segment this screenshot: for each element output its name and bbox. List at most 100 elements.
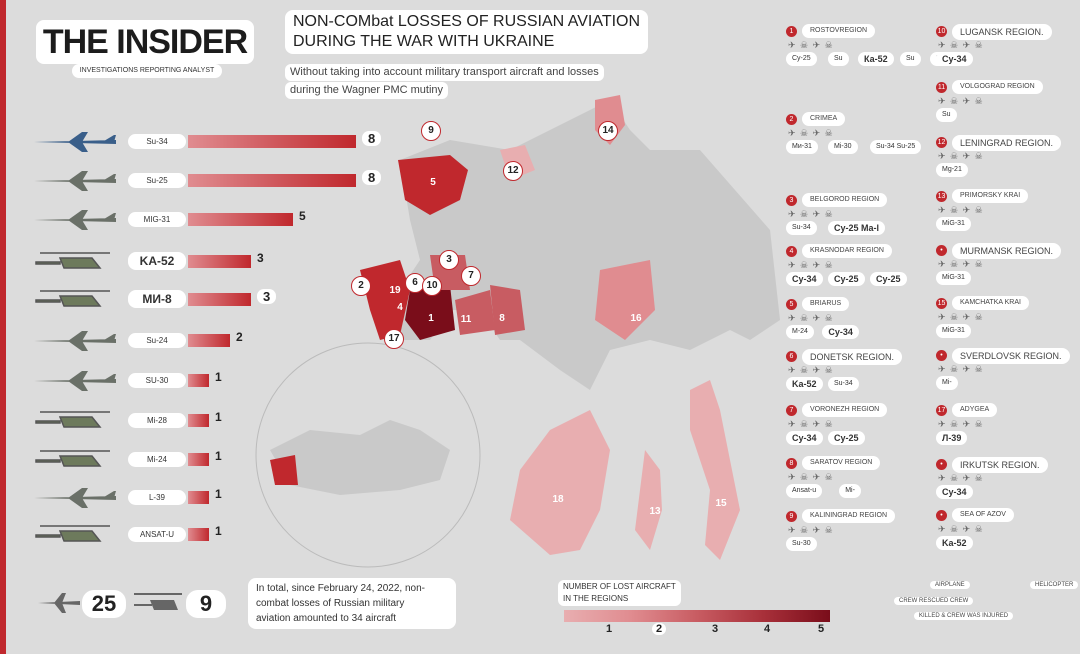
legend-scale-3: 3 <box>712 623 719 635</box>
bar-category-label: ANSAT-U <box>128 527 186 542</box>
bar <box>188 135 356 148</box>
aircraft-chip: Ansat-u <box>786 484 823 498</box>
region-number: • <box>936 459 947 470</box>
map-region-marker: 10 <box>422 276 442 296</box>
bar-value-label: 5 <box>299 209 306 223</box>
aircraft-chip: Su <box>900 52 921 66</box>
summary-line-2: combat losses of Russian military <box>256 598 405 609</box>
aircraft-chip: Cy-25 <box>828 272 865 286</box>
aircraft-and-crew-icons: ✈ ☠ ✈ ☠ <box>938 473 984 483</box>
helicopter-icon <box>35 525 110 542</box>
map-region-8 <box>490 285 525 335</box>
aircraft-and-crew-icons: ✈ ☠ ✈ ☠ <box>788 209 834 219</box>
region-number: 1 <box>786 26 797 37</box>
helicopter-count: 9 <box>186 590 226 618</box>
legend-scale-1: 1 <box>606 623 613 635</box>
map-region-marker: 3 <box>439 250 459 270</box>
aircraft-chip: Ка-52 <box>858 52 894 66</box>
bar-value-label: 3 <box>257 289 277 304</box>
region-number: 13 <box>936 191 947 202</box>
aircraft-and-crew-icons: ✈ ☠ ✈ ☠ <box>938 524 984 534</box>
bar <box>188 213 293 226</box>
legend-title: NUMBER OF LOST AIRCRAFT IN THE REGIONS <box>558 580 681 606</box>
legend-helicopter: HELICOPTER <box>1030 581 1079 589</box>
bar-row: Su-24 2 <box>0 323 400 357</box>
aircraft-chip: Cy-25 <box>870 272 907 286</box>
summary-line-3: aviation amounted to 34 aircraft <box>256 613 397 624</box>
region-name: ROSTOVREGION <box>802 24 876 38</box>
region-number: 9 <box>786 511 797 522</box>
region-name: ADYGEA <box>952 403 998 417</box>
region-name: BELGOROD REGION <box>802 193 888 207</box>
aircraft-chip: M-24 <box>786 325 814 339</box>
accent-bar <box>0 0 6 654</box>
region-number: 12 <box>936 137 947 148</box>
map-mainland <box>390 100 780 390</box>
bar-value-label: 8 <box>362 131 382 146</box>
region-name: LUGANSK REGION. <box>952 24 1052 40</box>
legend-scale-5: 5 <box>818 623 825 635</box>
map-region-marker: 4 <box>397 302 403 313</box>
russia-map <box>255 95 780 568</box>
bar <box>188 528 209 541</box>
bar-row: Mi-24 1 <box>0 442 400 476</box>
bar-category-label: Mi-28 <box>128 413 186 428</box>
aircraft-icon <box>34 331 116 351</box>
bar-category-label: MIG-31 <box>128 212 186 227</box>
bar-row: L-39 1 <box>0 480 400 514</box>
region-number: 17 <box>936 405 947 416</box>
aircraft-and-crew-icons: ✈ ☠ ✈ ☠ <box>788 525 834 535</box>
aircraft-chip: Mi-30 <box>828 140 858 154</box>
map-region-marker: 17 <box>384 329 404 349</box>
bar-row: KA-52 3 <box>0 244 400 278</box>
map-region-16 <box>595 260 655 340</box>
map-region-marker: 6 <box>405 273 425 293</box>
bar-value-label: 8 <box>362 170 382 185</box>
aircraft-chip: Ka-52 <box>786 377 823 391</box>
subtitle-line-1: Without taking into account military tra… <box>285 64 604 81</box>
region-name: KRASNODAR REGION <box>802 244 892 258</box>
map-region-1 <box>405 285 455 340</box>
bar <box>188 414 209 427</box>
bar-value-label: 1 <box>215 370 222 384</box>
region-name: CRIMEA <box>802 112 846 126</box>
region-name: DONETSK REGION. <box>802 349 903 365</box>
bar-category-label: SU-30 <box>128 373 186 388</box>
aircraft-chip: Mi- <box>839 484 861 498</box>
region-number: • <box>936 350 947 361</box>
map-region-marker: 15 <box>715 498 727 509</box>
bar-row: Su-34 8 <box>0 124 400 158</box>
bar <box>188 174 356 187</box>
legend-airplane: AIRPLANE <box>930 581 970 589</box>
map-region-5 <box>398 155 468 215</box>
logo-tagline: INVESTIGATIONS REPORTING ANALYST <box>72 64 222 78</box>
region-number: 3 <box>786 195 797 206</box>
region-number: 4 <box>786 246 797 257</box>
bar-category-label: KA-52 <box>128 252 186 270</box>
bar <box>188 491 209 504</box>
aircraft-and-crew-icons: ✈ ☠ ✈ ☠ <box>788 472 834 482</box>
bar-category-label: Su-24 <box>128 333 186 348</box>
airplane-count: 25 <box>82 590 126 618</box>
title-line-2: DURING THE WAR WITH UKRAINE <box>293 33 555 50</box>
map-primorsky <box>635 450 662 550</box>
aircraft-icon <box>34 488 116 508</box>
bar-value-label: 1 <box>215 524 222 538</box>
aircraft-chip: Cy-25 <box>828 431 865 445</box>
map-irkutsk <box>510 410 610 555</box>
map-region-west <box>360 260 410 340</box>
aircraft-chip: Mg-21 <box>936 163 968 177</box>
bar-category-label: МИ-8 <box>128 290 186 308</box>
aircraft-and-crew-icons: ✈ ☠ ✈ ☠ <box>938 364 984 374</box>
subtitle-line-2: during the Wagner PMC mutiny <box>285 82 449 99</box>
map-region-marker: 13 <box>649 506 661 517</box>
aircraft-chip: Mi- <box>936 376 958 390</box>
map-region-marker: 12 <box>503 161 523 181</box>
map-region-marker: 7 <box>461 266 481 286</box>
region-name: SARATOV REGION <box>802 456 881 470</box>
bar-value-label: 1 <box>215 487 222 501</box>
aircraft-and-crew-icons: ✈ ☠ ✈ ☠ <box>788 365 834 375</box>
aircraft-chip: MiG-31 <box>936 271 971 285</box>
aircraft-chip: Л-39 <box>936 431 968 445</box>
aircraft-icon <box>34 371 116 391</box>
